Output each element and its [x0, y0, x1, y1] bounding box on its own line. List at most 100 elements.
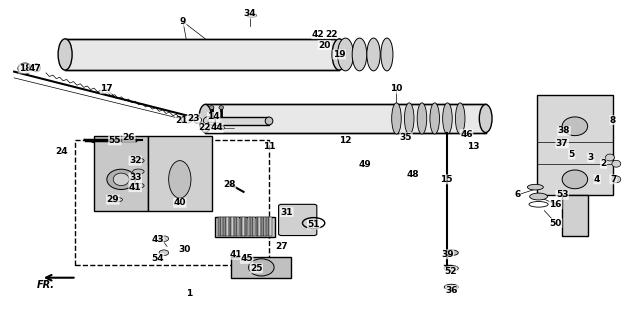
Ellipse shape	[367, 38, 380, 71]
Bar	[205, 104, 486, 133]
Ellipse shape	[194, 117, 202, 123]
Bar	[234, 217, 237, 236]
Ellipse shape	[417, 103, 427, 134]
Bar	[253, 217, 255, 236]
Text: 29: 29	[107, 195, 119, 204]
Text: 32: 32	[129, 156, 141, 165]
Text: 47: 47	[29, 64, 42, 73]
Text: 9: 9	[180, 17, 186, 26]
Ellipse shape	[529, 202, 548, 207]
Text: 25: 25	[250, 264, 262, 273]
Text: 49: 49	[358, 160, 371, 169]
Text: 44: 44	[211, 123, 223, 132]
Ellipse shape	[430, 103, 440, 134]
Text: 10: 10	[390, 84, 403, 93]
Text: 12: 12	[339, 136, 352, 145]
Text: 6: 6	[515, 191, 521, 199]
Text: 30: 30	[179, 245, 191, 254]
Bar	[228, 217, 231, 236]
Text: 22: 22	[325, 30, 338, 39]
Ellipse shape	[132, 158, 144, 163]
Text: 23: 23	[188, 114, 200, 123]
Text: 34: 34	[244, 9, 256, 18]
Bar	[232, 217, 234, 236]
Bar	[266, 217, 269, 236]
Text: 13: 13	[467, 142, 479, 151]
Text: 48: 48	[406, 170, 419, 179]
Ellipse shape	[159, 250, 169, 255]
Text: 41: 41	[230, 250, 242, 260]
Text: 40: 40	[173, 198, 186, 207]
Ellipse shape	[527, 184, 543, 190]
Ellipse shape	[479, 104, 492, 133]
Bar	[537, 95, 613, 195]
Text: 38: 38	[558, 126, 570, 135]
Ellipse shape	[208, 117, 216, 125]
Text: 7: 7	[610, 175, 616, 184]
Text: 11: 11	[263, 142, 275, 151]
Bar	[237, 217, 239, 236]
Ellipse shape	[109, 197, 122, 202]
Bar	[226, 217, 228, 236]
Ellipse shape	[444, 284, 458, 290]
Bar	[65, 39, 339, 70]
Text: 5: 5	[568, 150, 575, 159]
Text: 22: 22	[198, 123, 211, 132]
Ellipse shape	[332, 39, 346, 70]
Text: 18: 18	[19, 64, 31, 73]
Text: 39: 39	[441, 250, 454, 259]
Ellipse shape	[337, 38, 353, 71]
Text: FR.: FR.	[37, 280, 55, 290]
Ellipse shape	[612, 176, 621, 183]
Bar	[250, 217, 253, 236]
Bar	[221, 217, 223, 236]
Ellipse shape	[219, 106, 223, 109]
Ellipse shape	[562, 170, 588, 189]
Text: 46: 46	[460, 129, 473, 139]
Text: 1: 1	[186, 289, 193, 298]
Text: 41: 41	[129, 183, 141, 192]
Text: 54: 54	[151, 254, 164, 262]
FancyBboxPatch shape	[278, 204, 317, 236]
Bar	[242, 217, 244, 236]
Text: 50: 50	[550, 219, 562, 227]
Ellipse shape	[444, 266, 458, 271]
Text: 16: 16	[550, 200, 562, 209]
Text: 2: 2	[600, 159, 607, 168]
Bar	[562, 195, 588, 236]
Ellipse shape	[605, 154, 614, 161]
Bar	[223, 217, 226, 236]
Ellipse shape	[107, 169, 136, 190]
Bar	[245, 217, 248, 236]
Bar	[248, 217, 250, 236]
Text: 43: 43	[151, 235, 164, 244]
Text: 26: 26	[123, 133, 135, 142]
Text: 27: 27	[275, 242, 288, 251]
Ellipse shape	[199, 104, 212, 133]
Ellipse shape	[159, 236, 169, 242]
Text: 33: 33	[129, 173, 141, 182]
Text: 53: 53	[556, 191, 568, 199]
Ellipse shape	[204, 117, 214, 125]
Bar	[75, 140, 269, 265]
Bar	[218, 217, 221, 236]
Text: 14: 14	[207, 112, 220, 121]
Bar	[255, 217, 258, 236]
Bar	[259, 217, 261, 236]
Text: 28: 28	[223, 180, 236, 189]
Ellipse shape	[113, 173, 129, 186]
Bar	[264, 217, 266, 236]
Ellipse shape	[58, 39, 72, 70]
Text: 3: 3	[588, 153, 594, 162]
Bar	[231, 257, 291, 278]
Text: 37: 37	[556, 139, 568, 148]
Text: 4: 4	[594, 175, 600, 184]
Ellipse shape	[132, 183, 144, 188]
Ellipse shape	[456, 103, 465, 134]
Ellipse shape	[247, 14, 257, 17]
Text: 35: 35	[400, 133, 412, 142]
Text: 52: 52	[444, 267, 457, 276]
Bar	[239, 217, 242, 236]
Text: 19: 19	[333, 50, 346, 59]
Ellipse shape	[562, 117, 588, 136]
